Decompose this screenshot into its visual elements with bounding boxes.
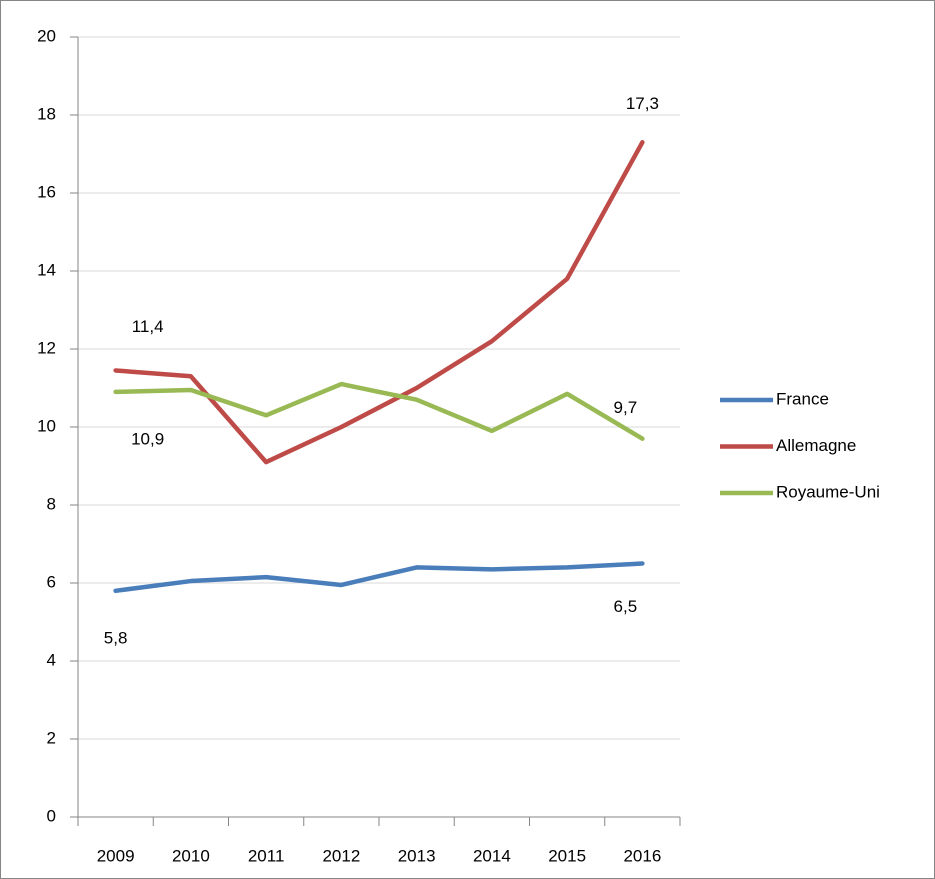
data-label: 9,7 [614,398,638,417]
x-tick-label: 2014 [473,846,511,865]
x-tick-label: 2016 [623,846,661,865]
x-tick-label: 2015 [548,846,586,865]
y-tick-label: 20 [37,26,56,45]
series-line [113,381,645,441]
y-tick-label: 16 [37,182,56,201]
data-label: 11,4 [132,317,164,336]
x-tick-label: 2010 [172,846,210,865]
x-tick-label: 2011 [248,846,285,865]
x-tick-label: 2013 [398,846,436,865]
x-tick-label: 2012 [322,846,360,865]
data-label: 5,8 [104,628,128,647]
y-tick-label: 0 [47,806,56,825]
y-tick-label: 18 [37,104,56,123]
legend-label: France [776,389,829,408]
legend-label: Royaume-Uni [776,482,880,501]
y-tick-label: 4 [47,650,56,669]
data-label: 10,9 [131,429,164,448]
data-label: 6,5 [614,597,638,616]
y-tick-label: 10 [37,416,56,435]
y-tick-label: 2 [47,728,56,747]
x-tick-label: 2009 [97,846,135,865]
y-tick-label: 12 [37,338,56,357]
data-label: 17,3 [626,94,659,113]
series-line [113,561,645,594]
legend-label: Allemagne [776,436,856,455]
y-tick-label: 6 [47,572,56,591]
y-tick-label: 8 [47,494,56,513]
y-tick-label: 14 [37,260,56,279]
series-line [113,140,645,465]
